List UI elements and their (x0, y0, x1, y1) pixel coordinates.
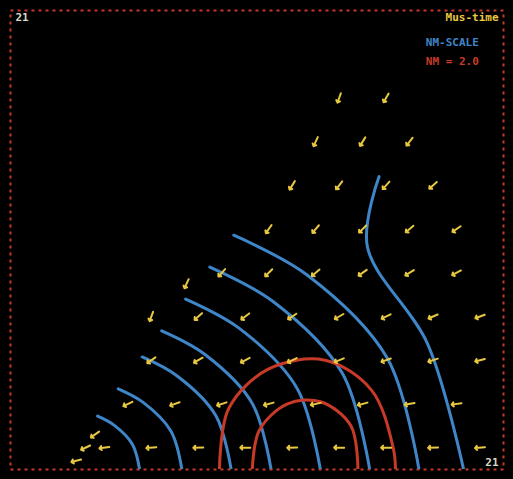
svg-text:NM-SCALE: NM-SCALE (426, 36, 479, 49)
svg-text:Mus-time: Mus-time (446, 11, 499, 24)
svg-text:21: 21 (485, 456, 499, 469)
svg-text:NM = 2.0: NM = 2.0 (426, 55, 479, 68)
svg-text:21: 21 (15, 11, 29, 24)
